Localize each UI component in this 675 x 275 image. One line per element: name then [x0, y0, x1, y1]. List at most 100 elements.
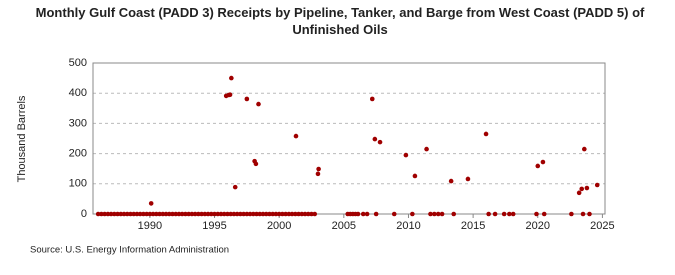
- data-point: [128, 211, 133, 217]
- data-point: [244, 211, 250, 217]
- data-point: [579, 186, 585, 192]
- data-point: [150, 211, 156, 217]
- data-point: [534, 211, 539, 217]
- data-point: [283, 211, 288, 217]
- chart-title: Monthly Gulf Coast (PADD 3) Receipts by …: [35, 5, 645, 37]
- data-point: [247, 211, 253, 217]
- data-point: [225, 211, 230, 217]
- data-point: [451, 211, 457, 217]
- data-point: [412, 173, 418, 179]
- data-point: [312, 211, 318, 217]
- data-point: [154, 211, 159, 217]
- data-point: [209, 211, 214, 217]
- data-point: [179, 211, 185, 217]
- data-point: [280, 211, 285, 217]
- data-point: [315, 171, 321, 177]
- data-point: [124, 211, 130, 217]
- data-point: [112, 211, 117, 217]
- data-point: [205, 211, 211, 217]
- data-point: [157, 211, 162, 217]
- data-point: [202, 211, 208, 217]
- data-point: [170, 211, 175, 217]
- data-point: [510, 211, 516, 217]
- data-point: [360, 211, 366, 217]
- x-tick-label: 2015: [461, 220, 485, 232]
- data-point: [196, 211, 201, 217]
- data-point: [296, 211, 301, 217]
- data-point: [121, 211, 127, 217]
- data-point: [160, 211, 166, 217]
- data-point: [105, 211, 111, 217]
- source: Source: U.S. Energy Information Administ…: [30, 245, 229, 256]
- data-point: [540, 159, 546, 165]
- data-point: [435, 211, 441, 217]
- data-point: [134, 211, 140, 217]
- y-tick-label: 0: [81, 208, 87, 220]
- data-point: [403, 152, 409, 158]
- data-point: [576, 190, 582, 196]
- data-point: [486, 211, 491, 217]
- data-point: [541, 211, 547, 217]
- data-point: [594, 182, 600, 188]
- data-point: [373, 211, 379, 217]
- data-point: [273, 211, 279, 217]
- data-point: [115, 211, 120, 217]
- data-point: [584, 185, 590, 191]
- data-point: [232, 184, 238, 190]
- data-point: [299, 211, 305, 217]
- data-point: [316, 166, 321, 172]
- data-point: [131, 211, 137, 217]
- data-point: [163, 211, 169, 217]
- data-point: [256, 101, 261, 107]
- y-tick-label: 400: [69, 87, 87, 99]
- data-point: [483, 131, 489, 137]
- data-point: [582, 146, 587, 152]
- data-point: [448, 178, 454, 184]
- data-point: [424, 146, 429, 152]
- data-point: [166, 211, 172, 217]
- y-tick-label: 100: [69, 178, 87, 190]
- x-tick-label: 1995: [202, 220, 226, 232]
- data-point: [302, 211, 308, 217]
- data-point: [186, 211, 191, 217]
- data-point: [580, 211, 586, 217]
- data-point: [286, 211, 292, 217]
- data-point: [227, 92, 233, 98]
- data-point: [251, 211, 256, 217]
- data-point: [199, 211, 204, 217]
- x-tick-label: 1990: [138, 220, 162, 232]
- data-point: [364, 211, 370, 217]
- data-point: [372, 136, 378, 142]
- data-point: [241, 211, 246, 217]
- data-point: [587, 211, 592, 217]
- data-point: [234, 211, 240, 217]
- data-point: [102, 211, 107, 217]
- data-point: [289, 211, 295, 217]
- data-point: [212, 211, 217, 217]
- data-point: [108, 211, 114, 217]
- data-point: [144, 211, 149, 217]
- x-tick-label: 2010: [396, 220, 420, 232]
- data-point: [118, 211, 124, 217]
- data-point: [257, 211, 263, 217]
- data-point: [99, 211, 104, 217]
- data-point: [369, 96, 375, 102]
- plot-frame: [92, 62, 606, 215]
- y-tick-label: 500: [69, 57, 87, 69]
- x-tick-label: 2005: [332, 220, 356, 232]
- data-point: [293, 133, 299, 139]
- y-tick-label: 300: [69, 117, 87, 129]
- data-point: [377, 139, 383, 145]
- data-point: [439, 211, 445, 217]
- data-point: [231, 211, 237, 217]
- x-tick-label: 2025: [590, 220, 614, 232]
- data-point: [192, 211, 198, 217]
- data-point: [428, 211, 433, 217]
- data-point: [183, 211, 188, 217]
- data-point: [391, 211, 397, 217]
- data-point: [293, 211, 298, 217]
- data-point: [270, 211, 276, 217]
- data-point: [507, 211, 512, 217]
